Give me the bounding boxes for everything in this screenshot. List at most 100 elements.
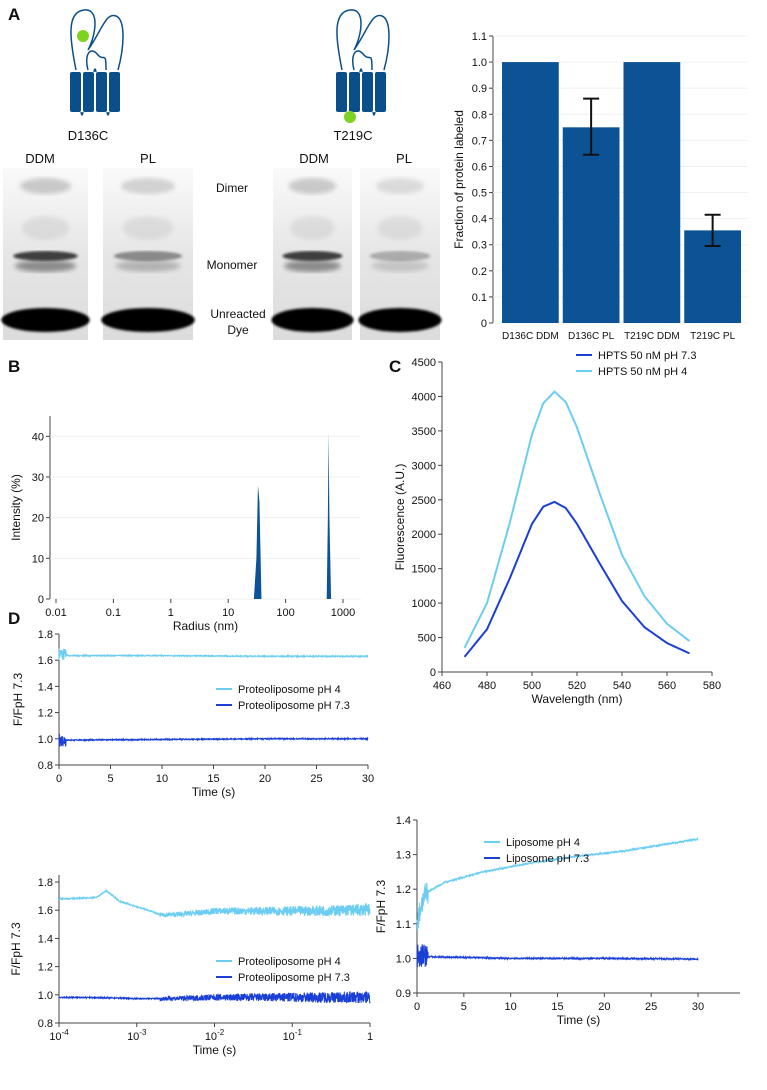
lane-label-ddm-2: DDM: [299, 151, 329, 166]
y-tick-label: 0.2: [472, 266, 487, 278]
trace-line: [58, 991, 371, 1004]
y-tick-label: 1.8: [38, 877, 53, 889]
fluorescence-line: [463, 390, 691, 649]
y-tick-label: 4500: [412, 357, 436, 369]
y-tick-label: 30: [32, 472, 44, 484]
bar: [623, 62, 681, 323]
x-tick-label: 0: [414, 1001, 420, 1013]
x-axis-label: Wavelength (nm): [532, 692, 623, 706]
smear: [21, 216, 70, 240]
legend-label: Proteoliposome pH 7.3: [238, 700, 350, 712]
x-tick-label: 15: [551, 1001, 563, 1013]
y-tick-label: 1000: [412, 598, 436, 610]
bar: [502, 62, 559, 323]
x-tick-label: 5: [461, 1001, 467, 1013]
proteoliposome-log-chart: 0.8 1.0 1.2 1.4 1.6 1.8 10-4 10-3 10-2 10-1 1 Time …: [9, 875, 373, 1057]
y-tick-label: 0.9: [472, 83, 487, 95]
y-tick-label: 1500: [412, 564, 436, 576]
monomer-band: [369, 251, 431, 261]
x-tick-label: 0.1: [106, 607, 121, 619]
x-tick-label: 25: [645, 1001, 657, 1013]
band-label-dimer: Dimer: [216, 181, 248, 195]
fluorophore-dot: [344, 111, 356, 123]
fluorophore-dot: [77, 30, 89, 42]
y-tick-label: 1.4: [38, 933, 53, 945]
x-tick-label: D136C PL: [568, 331, 615, 342]
protein-cartoon-t219c: [336, 9, 390, 123]
x-tick-label: 10-3: [127, 1028, 147, 1043]
x-tick-label: 500: [523, 680, 541, 692]
dye-band: [1, 308, 90, 332]
construct-label-t219c: T219C: [333, 128, 372, 143]
x-tick-label: 10-2: [205, 1028, 225, 1043]
y-tick-label: 1.0: [38, 734, 53, 746]
dye-band: [358, 308, 442, 332]
x-tick-label: 10: [222, 607, 234, 619]
y-tick-label: 1.3: [396, 850, 411, 862]
y-tick-label: 1.6: [38, 655, 53, 667]
y-tick-label: 1.4: [396, 815, 411, 827]
x-tick-label: D136C DDM: [502, 331, 559, 342]
helix: [70, 72, 81, 112]
error-bar: [583, 97, 600, 156]
x-tick-label: 30: [362, 773, 374, 785]
smear: [290, 216, 335, 240]
panel-label-a: A: [8, 5, 20, 24]
y-tick-label: 0.7: [472, 135, 487, 147]
x-tick-label: 0: [56, 773, 62, 785]
gel-lane: [1, 168, 90, 340]
monomer-band-lower: [14, 260, 77, 272]
y-axis-label: Fraction of protein labeled: [452, 110, 466, 249]
y-tick-label: 1.0: [38, 990, 53, 1002]
y-tick-label: 3000: [412, 460, 436, 472]
y-tick-label: 1.6: [38, 905, 53, 917]
monomer-band-lower: [371, 260, 429, 272]
y-tick-label: 0.6: [472, 161, 487, 173]
dimer-band: [376, 178, 424, 194]
y-tick-label: 1.1: [396, 919, 411, 931]
proteoliposome-linear-chart: 0.8 1.0 1.2 1.4 1.6 1.8 0 5 10 15 20 25 30 Time (s) F/…: [11, 629, 374, 799]
y-tick-label: 20: [32, 513, 44, 525]
x-tick-label: 20: [259, 773, 271, 785]
smear: [122, 216, 174, 240]
y-tick-label: 1.2: [396, 884, 411, 896]
y-tick-label: 0.1: [472, 292, 487, 304]
x-tick-label: 10: [505, 1001, 517, 1013]
x-tick-label: 100: [276, 607, 294, 619]
band-label-dye: Dye: [227, 323, 249, 337]
panel-label-b: B: [8, 357, 20, 376]
y-tick-label: 10: [32, 553, 44, 565]
y-tick-label: 4000: [412, 391, 436, 403]
y-tick-label: 0.4: [472, 214, 487, 226]
lane-label-pl-1: PL: [140, 151, 156, 166]
y-tick-label: 40: [32, 431, 44, 443]
x-tick-label: 10-4: [49, 1028, 69, 1043]
helix: [83, 72, 94, 112]
x-tick-label: 1: [367, 1031, 373, 1043]
error-bar: [704, 213, 721, 248]
y-tick-label: 1.4: [38, 681, 53, 693]
y-tick-label: 1.0: [396, 953, 411, 965]
y-axis-label: F/FpH 7.3: [9, 922, 23, 976]
x-tick-label: 25: [310, 773, 322, 785]
y-tick-label: 1.2: [38, 962, 53, 974]
y-tick-label: 0.8: [38, 1018, 53, 1030]
x-tick-label: T219C DDM: [624, 331, 680, 342]
y-tick-label: 0.5: [472, 188, 487, 200]
x-tick-label: 10-1: [283, 1028, 303, 1043]
x-tick-label: 0.01: [45, 607, 66, 619]
dimer-band: [20, 178, 71, 194]
legend-label: Proteoliposome pH 7.3: [238, 972, 350, 984]
lane-label-pl-2: PL: [396, 151, 412, 166]
trace-line: [58, 733, 369, 747]
bar: [562, 127, 620, 324]
panel-label-c: C: [389, 357, 401, 376]
x-tick-label: T219C PL: [690, 331, 735, 342]
trace-line: [58, 888, 371, 919]
dimer-band: [288, 178, 337, 194]
liposome-chart: 0.9 1.0 1.1 1.2 1.3 1.4 0 5 10 15 20 25 30 Time (s) F/…: [374, 815, 740, 1027]
trace-line: [58, 648, 369, 661]
y-tick-label: 0: [430, 667, 436, 679]
helix: [349, 72, 360, 112]
